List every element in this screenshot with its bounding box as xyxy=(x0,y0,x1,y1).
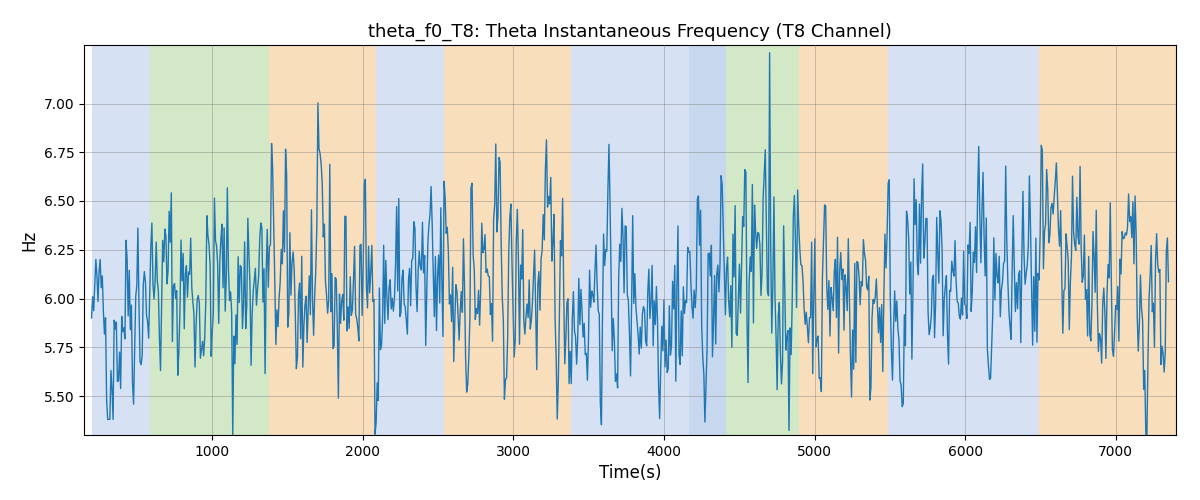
Bar xyxy=(91,45,150,435)
Bar xyxy=(570,45,690,435)
Bar xyxy=(444,45,570,435)
Bar xyxy=(690,45,726,435)
Title: theta_f0_T8: Theta Instantaneous Frequency (T8 Channel): theta_f0_T8: Theta Instantaneous Frequen… xyxy=(368,22,892,41)
Bar xyxy=(269,45,377,435)
Bar xyxy=(799,45,888,435)
Y-axis label: Hz: Hz xyxy=(20,230,38,250)
Bar xyxy=(377,45,444,435)
Bar xyxy=(888,45,1039,435)
Bar xyxy=(1039,45,1176,435)
Bar xyxy=(150,45,269,435)
X-axis label: Time(s): Time(s) xyxy=(599,464,661,482)
Bar xyxy=(726,45,799,435)
